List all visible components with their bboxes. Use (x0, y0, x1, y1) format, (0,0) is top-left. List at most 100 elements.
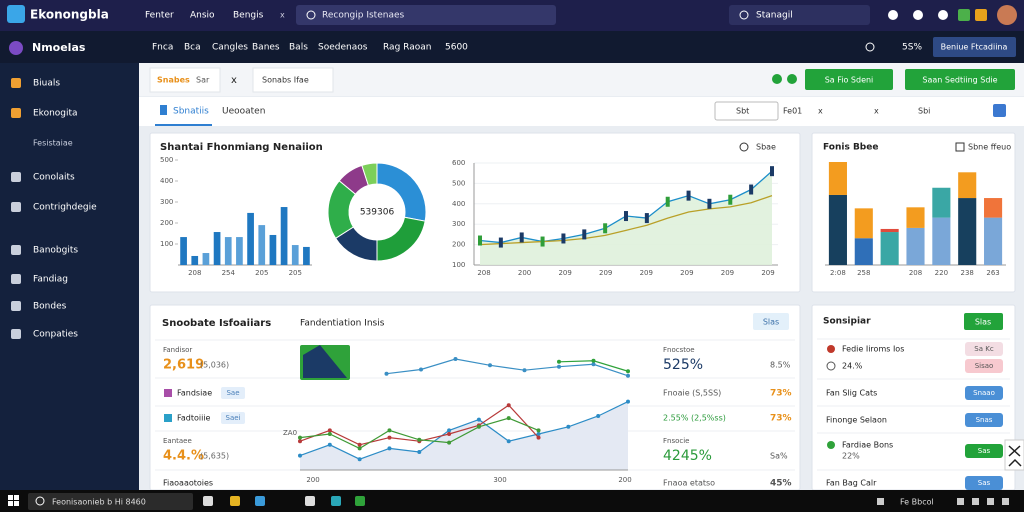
control-icon[interactable] (993, 104, 1006, 117)
search-text: Recongip Istenaes (322, 11, 404, 21)
select[interactable] (714, 101, 779, 121)
x-tick-label: 220 (935, 269, 948, 277)
x-tick-label: 209 (761, 269, 774, 277)
sidebar-item[interactable]: Bondes (33, 302, 67, 312)
sidebar-item[interactable]: Conolaits (33, 173, 75, 183)
point (557, 364, 561, 369)
subtab[interactable]: Ueooaten (222, 107, 265, 117)
status-pill[interactable] (965, 342, 1003, 356)
stacked-bar (828, 194, 847, 265)
stacked-bar (828, 162, 847, 195)
point (591, 358, 596, 363)
point (298, 439, 302, 444)
candle (540, 236, 545, 247)
button[interactable] (753, 313, 789, 330)
taskbar-app[interactable] (255, 496, 265, 506)
card-tools: Sbne ffeuo (968, 143, 1011, 152)
pill-text: Sisao (975, 362, 994, 370)
taskbar-app[interactable] (203, 496, 213, 506)
search-box[interactable] (729, 5, 870, 25)
sidebar-item[interactable]: Contrighdegie (33, 203, 97, 213)
nav-item[interactable]: Ansio (190, 11, 215, 21)
row-value: 4.4.% (163, 449, 204, 464)
taskbar-app[interactable] (355, 496, 365, 506)
bar (280, 207, 288, 265)
point (536, 435, 541, 440)
row-icon (827, 441, 835, 449)
tab-active[interactable] (149, 67, 221, 93)
brand: Ekonongbla (30, 8, 109, 22)
toolbar-item[interactable]: Cangles (212, 43, 248, 53)
point (387, 428, 392, 433)
top-icon (913, 10, 923, 20)
metric-value: 4245% (663, 448, 712, 464)
tab[interactable] (252, 67, 334, 93)
nav-icon (11, 108, 21, 118)
sidebar-item[interactable]: Biuals (33, 79, 60, 89)
sidebar-item[interactable]: Conpaties (33, 330, 78, 340)
pill-text: Sas (978, 447, 991, 455)
point (447, 428, 452, 433)
status-pill[interactable] (965, 476, 1003, 490)
nav-item[interactable]: Bengis (233, 11, 264, 21)
pill-text: Snas (976, 416, 993, 424)
status-pill[interactable] (965, 413, 1003, 427)
taskbar-app[interactable] (305, 496, 315, 506)
status-pill[interactable] (965, 444, 1003, 458)
taskbar-search[interactable] (28, 493, 193, 510)
toolbar-item[interactable]: 5600 (445, 43, 468, 53)
row-label: Fedie Iiroms Ios (842, 345, 904, 354)
toolbar-item[interactable]: Fnca (152, 43, 173, 53)
point (506, 439, 511, 444)
x-tick-label: 263 (986, 269, 999, 277)
toolbar-item[interactable]: Bca (184, 43, 201, 53)
search-icon (739, 142, 749, 152)
search-box[interactable] (296, 5, 556, 25)
taskbar-app[interactable] (230, 496, 240, 506)
card-icon (955, 142, 965, 152)
tab-close[interactable]: x (231, 75, 237, 86)
stacked-bar (906, 207, 925, 228)
top-icon (958, 9, 970, 21)
green-button[interactable] (905, 69, 1015, 90)
toolbar-item[interactable]: Soedenaos (318, 43, 368, 53)
card-title: Sonsipiar (823, 317, 871, 327)
green-button[interactable] (805, 69, 893, 90)
metric-change: 8.5% (770, 361, 791, 370)
bar (258, 225, 266, 265)
workspace-icon (9, 41, 23, 55)
sidebar-item[interactable]: Ekonogita (33, 109, 78, 119)
candle (624, 211, 628, 222)
toolbar-item[interactable]: Rag Raoan (383, 43, 431, 53)
button[interactable] (964, 313, 1003, 330)
sidebar-item[interactable]: Fesistaiae (33, 139, 73, 148)
pill-text: Sa Kc (974, 345, 994, 353)
point (387, 446, 392, 451)
candle (728, 194, 733, 205)
bar (236, 237, 243, 265)
point (476, 417, 481, 422)
row-sub: 22% (842, 452, 860, 461)
status-pill[interactable] (965, 386, 1003, 400)
y-tick-label: 200 (160, 219, 173, 227)
nav-icon (11, 245, 21, 255)
candle (519, 232, 524, 243)
taskbar-app[interactable] (331, 496, 341, 506)
point (327, 428, 332, 433)
button-text: Slas (763, 318, 779, 327)
sidebar-item[interactable]: Banobgits (33, 246, 78, 256)
status-pill[interactable] (965, 359, 1003, 373)
point (591, 362, 596, 367)
primary-button[interactable] (933, 37, 1016, 57)
nav-icon (11, 274, 21, 284)
candle (644, 213, 649, 224)
row-label: Fan Slig Cats (826, 389, 877, 398)
sidebar-item[interactable]: Fandiag (33, 275, 68, 285)
bar (291, 245, 299, 265)
toolbar-item[interactable]: Banes (252, 43, 280, 53)
subtab[interactable]: Sbnatiis (173, 107, 209, 117)
button-text: Saan Sedtiing Sdie (922, 76, 997, 85)
metric-label: Fnocstoe (663, 346, 695, 354)
toolbar-item[interactable]: Bals (289, 43, 308, 53)
nav-item[interactable]: Fenter (145, 11, 174, 21)
